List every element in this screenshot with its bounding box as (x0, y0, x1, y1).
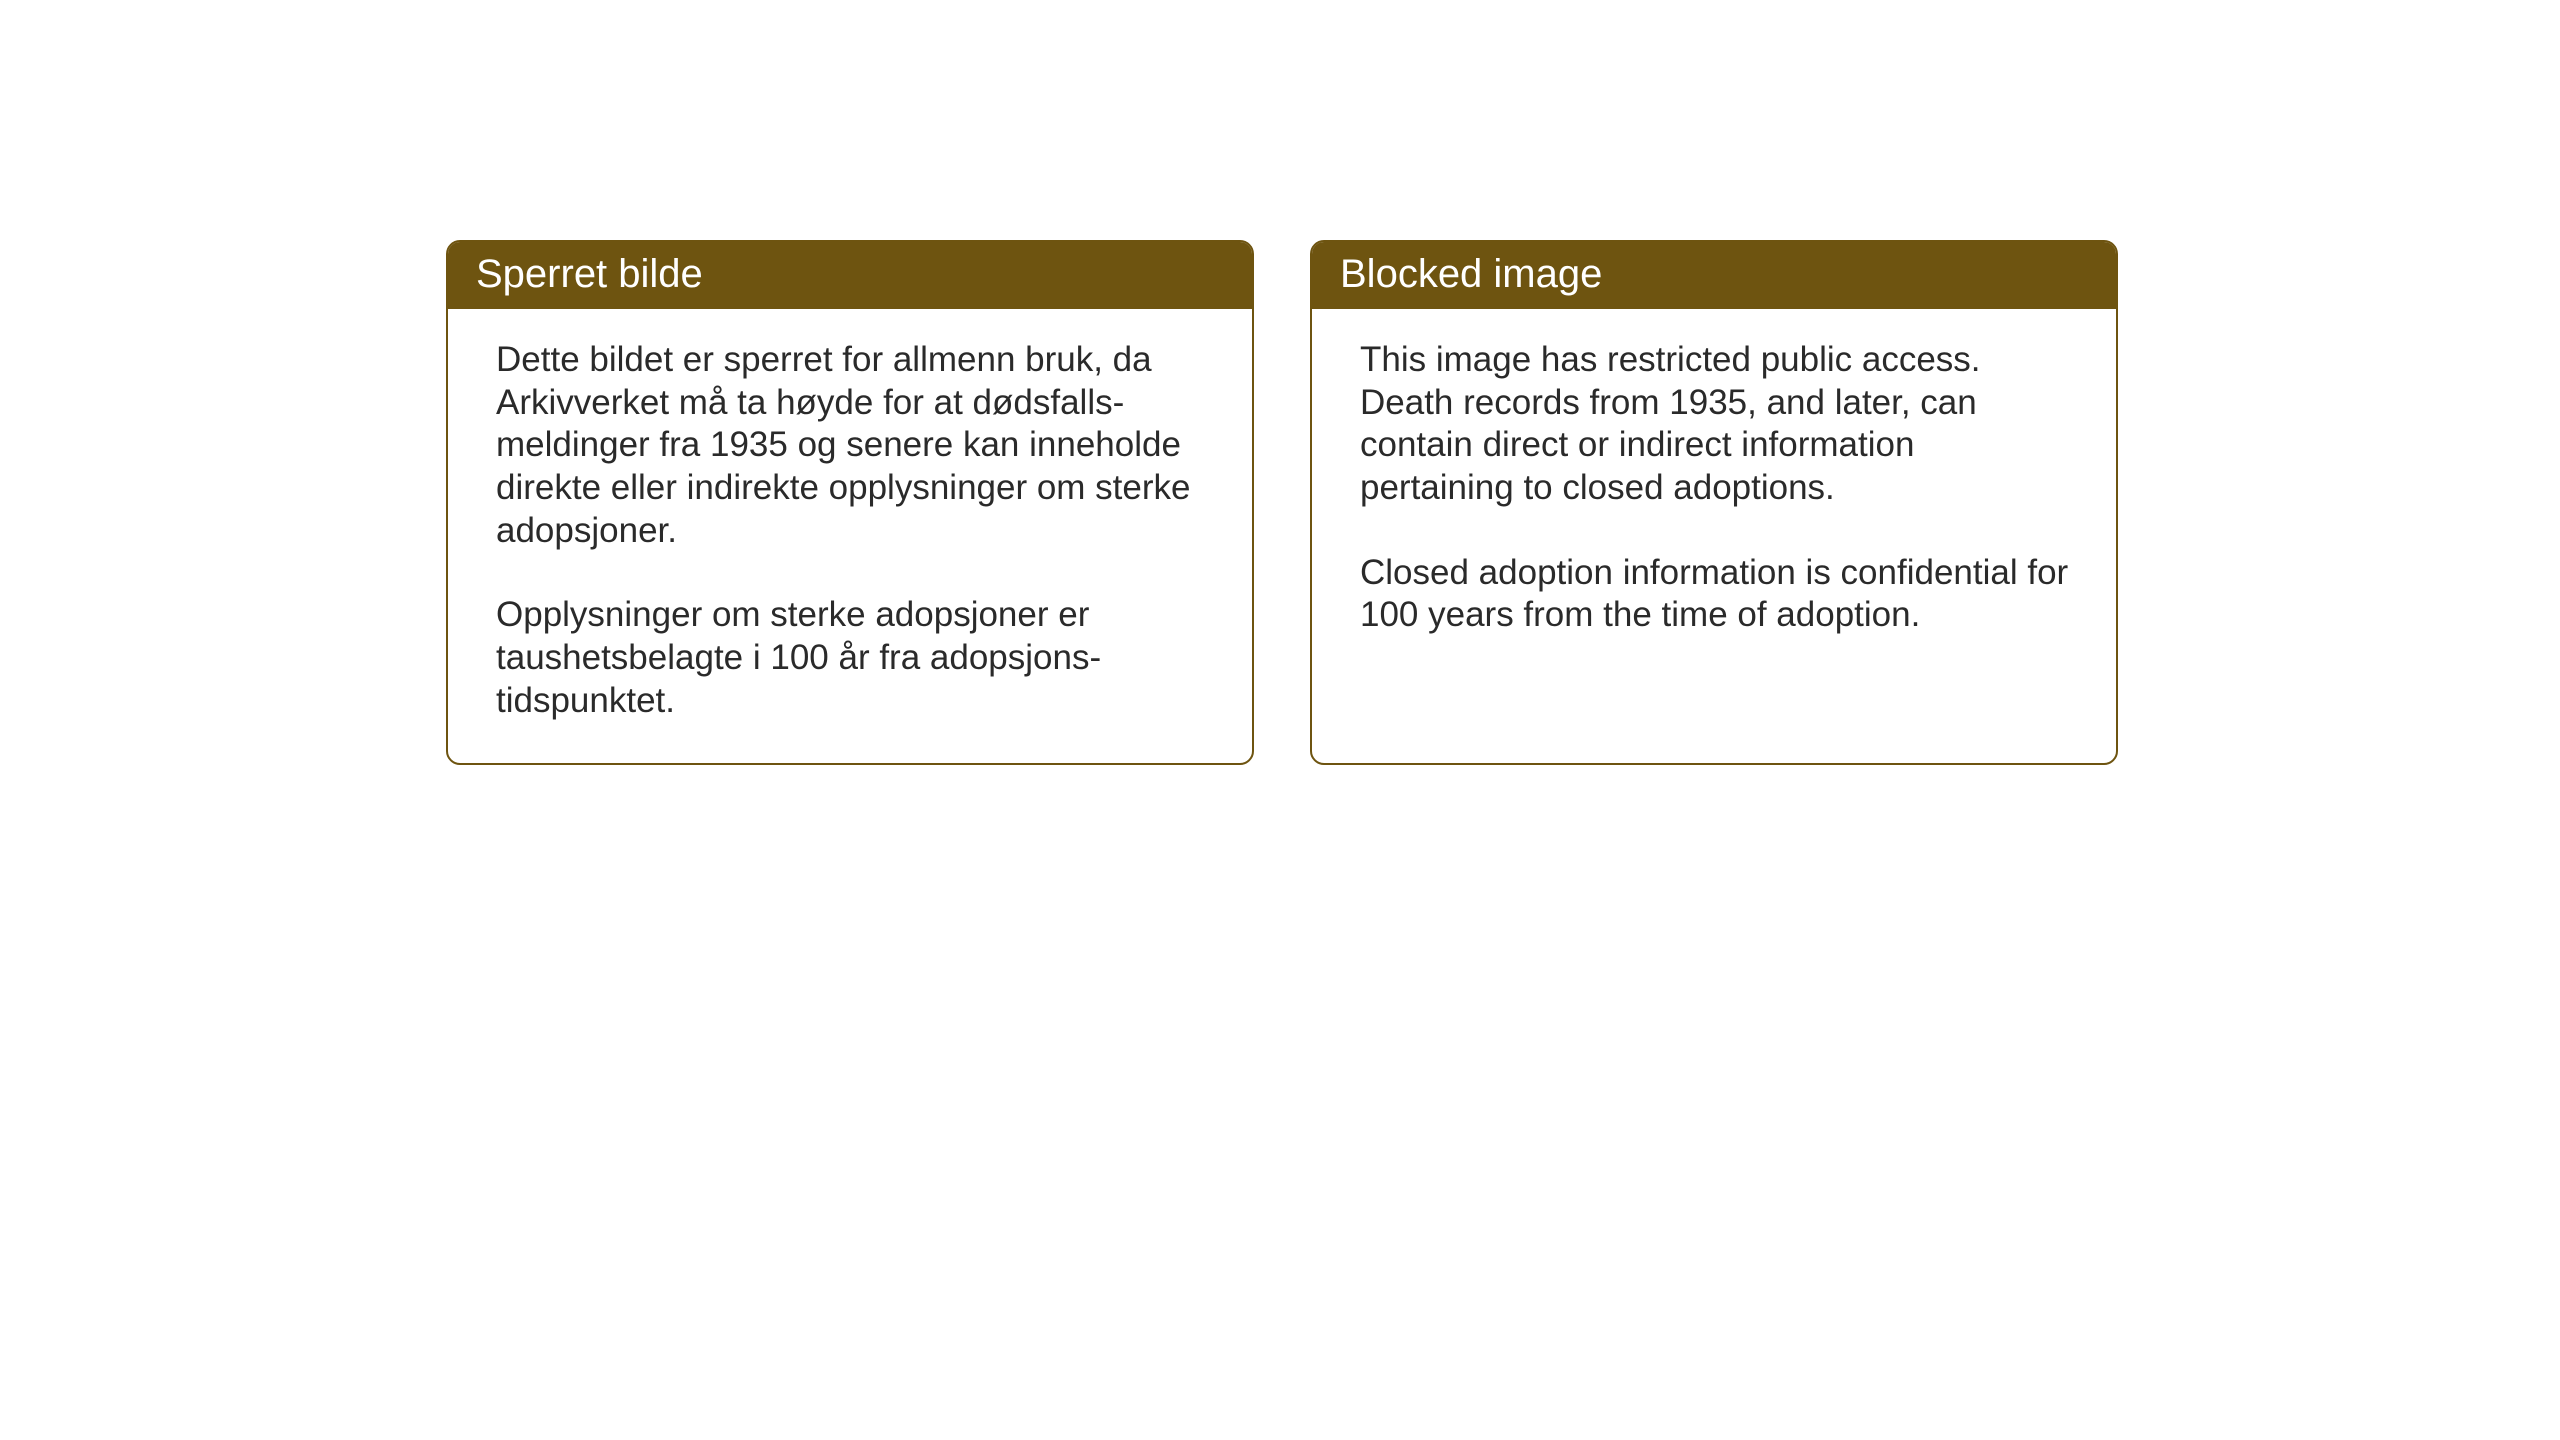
paragraph-norwegian-1: Dette bildet er sperret for allmenn bruk… (496, 339, 1212, 552)
card-body-norwegian: Dette bildet er sperret for allmenn bruk… (448, 309, 1252, 763)
paragraph-english-1: This image has restricted public access.… (1360, 339, 2076, 510)
paragraph-english-2: Closed adoption information is confident… (1360, 552, 2076, 637)
card-header-norwegian: Sperret bilde (448, 242, 1252, 309)
card-body-english: This image has restricted public access.… (1312, 309, 2116, 677)
card-english: Blocked image This image has restricted … (1310, 240, 2118, 765)
cards-container: Sperret bilde Dette bildet er sperret fo… (446, 240, 2118, 765)
card-header-english: Blocked image (1312, 242, 2116, 309)
card-norwegian: Sperret bilde Dette bildet er sperret fo… (446, 240, 1254, 765)
paragraph-norwegian-2: Opplysninger om sterke adopsjoner er tau… (496, 594, 1212, 722)
